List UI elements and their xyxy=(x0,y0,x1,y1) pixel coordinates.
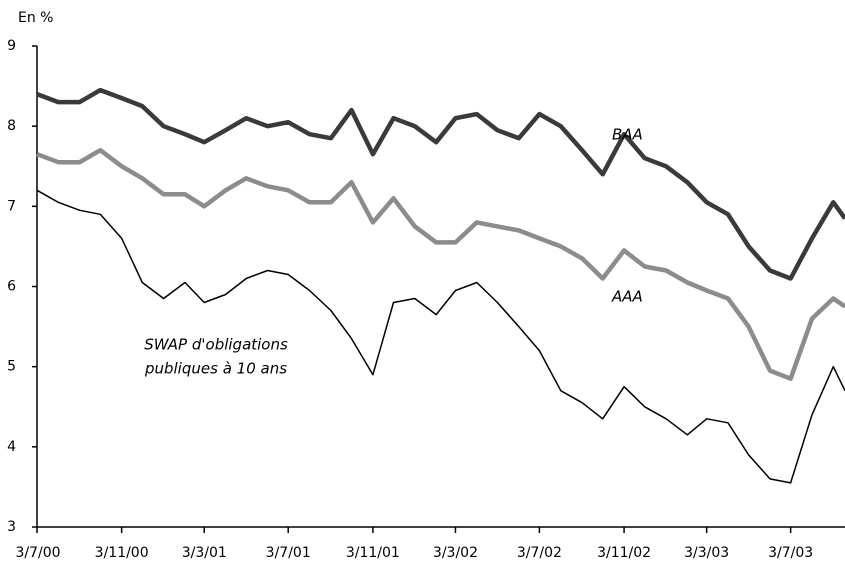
annotation: SWAP d'obligations xyxy=(144,336,288,354)
series-label: BAA xyxy=(612,126,643,144)
series-line xyxy=(36,147,845,381)
y-tick-label: 5 xyxy=(7,359,16,375)
x-tick-label: 3/3/02 xyxy=(433,545,478,561)
y-tick-label: 4 xyxy=(7,439,16,455)
y-axis-label: En % xyxy=(18,10,53,26)
series-label: AAA xyxy=(611,288,643,306)
annotation: publiques à 10 ans xyxy=(144,360,287,378)
x-tick-label: 3/7/03 xyxy=(768,545,813,561)
x-tick-label: 3/7/00 xyxy=(15,545,60,561)
y-tick-label: 7 xyxy=(7,198,16,214)
series-line xyxy=(36,189,845,484)
x-tick-label: 3/7/01 xyxy=(266,545,311,561)
x-tick-label: 3/3/03 xyxy=(684,545,729,561)
series-line xyxy=(36,87,845,281)
y-tick-label: 3 xyxy=(7,519,16,535)
x-tick-label: 3/3/01 xyxy=(182,545,227,561)
x-tick-label: 3/11/01 xyxy=(346,545,400,561)
x-tick-label: 3/11/02 xyxy=(597,545,651,561)
y-tick-label: 9 xyxy=(7,38,16,54)
x-tick-label: 3/7/02 xyxy=(517,545,562,561)
x-tick-label: 3/11/00 xyxy=(95,545,149,561)
y-tick-label: 8 xyxy=(7,118,16,134)
y-tick-label: 6 xyxy=(7,279,16,295)
